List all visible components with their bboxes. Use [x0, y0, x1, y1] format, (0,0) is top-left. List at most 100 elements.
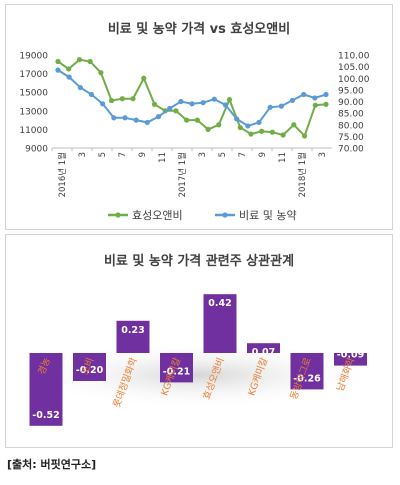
y-left-tick-label: 13000	[19, 107, 48, 117]
legend-marker-0	[115, 212, 121, 218]
series-1-point	[133, 117, 139, 123]
series-0-point	[87, 58, 93, 65]
y-left-tick-label: 15000	[19, 89, 48, 99]
x-tick-label: 2018년 1월	[297, 152, 308, 197]
data-label: -0.09	[337, 350, 364, 361]
series-0-point	[312, 102, 318, 108]
y-right-tick-label: 105.00	[338, 63, 370, 73]
x-tick-label: 5	[218, 152, 228, 157]
chart-title: 비료 및 농약 가격 관련주 상관관계	[104, 253, 294, 269]
series-1-point	[301, 91, 307, 98]
y-right-tick-label: 95.00	[338, 86, 364, 96]
series-1-point	[167, 105, 173, 112]
series-0-point	[259, 128, 265, 134]
series-0-point	[76, 57, 83, 63]
category-label: 경농	[36, 356, 53, 377]
y-left-tick-label: 17000	[19, 70, 48, 80]
series-0-point	[173, 108, 179, 114]
series-0-point	[119, 96, 125, 102]
y-right-tick-label: 100.00	[338, 75, 370, 85]
series-0-point	[237, 124, 243, 131]
line-chart-panel: 비료 및 농약 가격 vs 효성오앤비 19000 17000 15000 13000 1…	[5, 4, 393, 230]
bar	[116, 320, 150, 353]
x-tick-label: 2016년 1월	[57, 152, 68, 197]
series-line-0	[57, 58, 327, 138]
x-tick-label: 3	[78, 152, 88, 157]
data-label: -0.26	[293, 373, 321, 384]
series-1-point	[289, 97, 296, 103]
series-0-point	[205, 126, 211, 132]
series-1-point	[211, 96, 217, 102]
legend-label-1: 비료 및 농약	[239, 208, 297, 222]
x-tick-label: 11	[278, 152, 288, 163]
series-1-point	[189, 101, 195, 107]
x-tick-label: 3	[198, 152, 208, 157]
bar	[203, 294, 237, 353]
bar	[29, 353, 63, 426]
series-1-point	[200, 100, 206, 106]
legend-label-0: 효성오앤비	[132, 209, 183, 222]
series-1-point	[178, 98, 184, 105]
y-right-tick-label: 70.00	[338, 145, 364, 155]
data-label: -0.21	[163, 366, 190, 377]
x-tick-label: 5	[98, 152, 108, 157]
bar	[160, 353, 193, 383]
x-tick-label: 3	[318, 152, 328, 157]
data-label: -0.20	[76, 365, 104, 376]
series-0-point	[269, 129, 275, 135]
y-left-tick-label: 11000	[19, 126, 48, 136]
series-1-point	[155, 114, 162, 120]
legend-marker-1	[222, 212, 228, 218]
series-1-point	[278, 103, 284, 109]
series-0-point	[216, 122, 222, 128]
series-1-point	[144, 119, 150, 126]
data-label: 0.23	[121, 325, 144, 336]
series-1-point	[66, 74, 72, 80]
series-1-point	[323, 91, 329, 98]
series-0-point	[323, 101, 329, 107]
series-0-point	[248, 131, 254, 137]
x-tick-label: 9	[138, 152, 148, 157]
y-right-tick-label: 90.00	[338, 98, 364, 108]
chart-title: 비료 및 농약 가격 vs 효성오앤비	[108, 21, 290, 37]
series-0-point	[66, 66, 72, 72]
series-1-point	[256, 119, 262, 126]
line-chart: 비료 및 농약 가격 vs 효성오앤비 19000 17000 15000 13000 1…	[19, 21, 370, 222]
bar	[334, 353, 367, 366]
series-1-point	[100, 101, 106, 107]
series-0-point	[280, 132, 286, 138]
series-1-point	[55, 67, 61, 73]
series-0-point	[141, 75, 147, 81]
series-0-point	[301, 133, 308, 139]
bar	[73, 353, 106, 381]
x-tick-label: 9	[258, 152, 268, 157]
data-label: 0.07	[252, 347, 275, 358]
bar-chart-panel: 비료 및 농약 가격 관련주 상관관계 -0.52 경농 -0.20 조비 0.23 롯데정…	[5, 234, 393, 448]
y-left-tick-label: 19000	[19, 52, 48, 62]
x-tick-label: 7	[238, 152, 248, 157]
series-1-point	[222, 102, 229, 108]
series-1-point	[245, 123, 251, 129]
series-0-point	[151, 101, 158, 107]
series-1-point	[234, 116, 240, 122]
series-1-point	[77, 84, 83, 91]
x-tick-label: 2017년 1월	[177, 152, 188, 197]
series-0-point	[55, 58, 61, 65]
series-0-point	[109, 97, 115, 104]
y-left-tick-label: 9000	[25, 145, 48, 155]
y-right-tick-label: 110.00	[338, 52, 370, 62]
y-right-tick-label: 80.00	[338, 121, 364, 131]
y-right-tick-label: 75.00	[338, 133, 364, 143]
series-1-point	[122, 115, 128, 121]
series-0-point	[98, 70, 104, 76]
series-0-point	[184, 117, 190, 123]
series-1-point	[111, 115, 117, 121]
series-0-point	[194, 117, 200, 123]
bar	[290, 353, 324, 390]
bar	[247, 343, 280, 353]
data-label: 0.42	[208, 298, 231, 309]
series-line-1	[57, 69, 327, 127]
series-1-point	[267, 104, 273, 110]
series-1-point	[88, 91, 95, 98]
